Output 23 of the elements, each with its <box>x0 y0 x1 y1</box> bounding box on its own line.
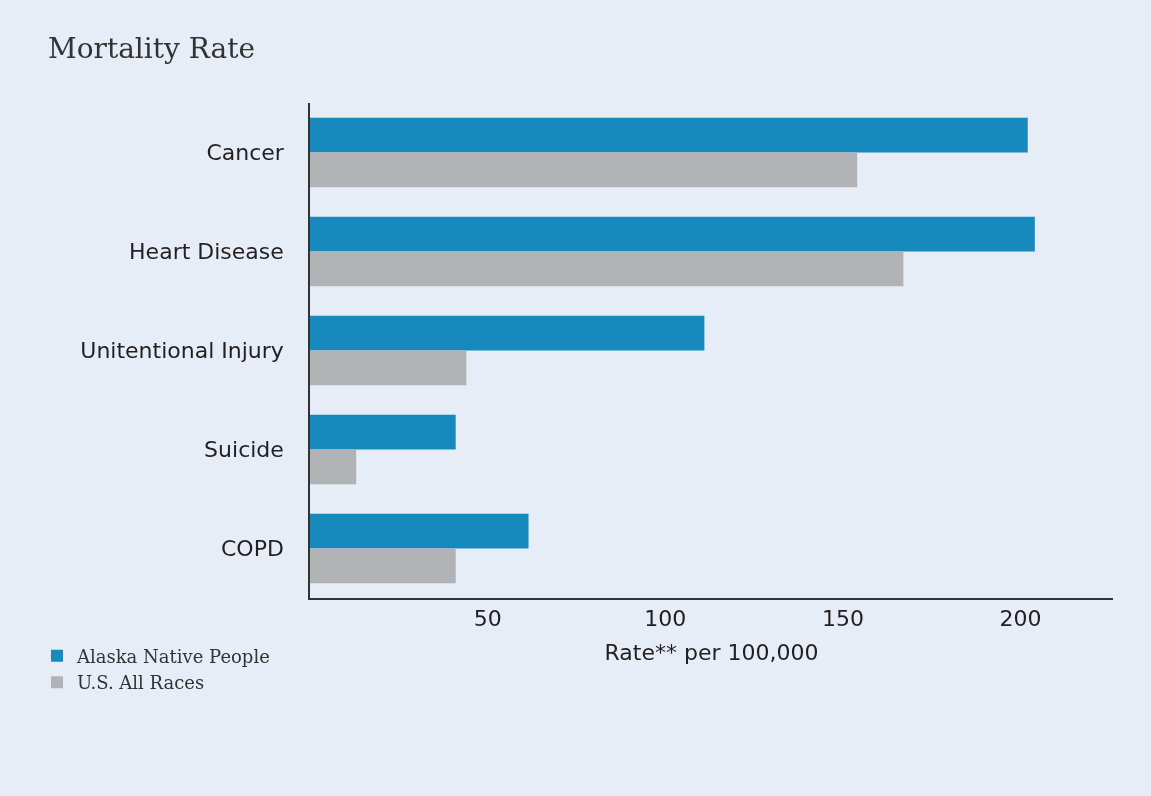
bar <box>310 414 456 450</box>
x-tick-label: 200 <box>999 606 1042 632</box>
legend-label: Alaska Native People <box>75 645 270 667</box>
x-tick-label: 150 <box>821 606 864 632</box>
legend-label: U.S. All Races <box>76 672 205 694</box>
y-tick-label: Unitentional Injury <box>80 338 284 364</box>
x-tick-label: 100 <box>644 606 687 632</box>
bar <box>310 152 858 188</box>
bar <box>310 251 904 287</box>
bar <box>310 548 456 584</box>
y-tick-label: Suicide <box>204 437 284 463</box>
bar <box>310 315 705 351</box>
bar <box>310 449 357 485</box>
bar <box>310 216 1035 252</box>
bar <box>310 117 1028 153</box>
y-tick-label: Heart Disease <box>129 239 284 265</box>
x-tick-label: 50 <box>473 606 502 632</box>
chart-title: Mortality Rate <box>48 31 255 65</box>
x-axis-title: Rate** per 100,000 <box>604 639 819 665</box>
bar <box>310 513 529 549</box>
y-tick-label: Cancer <box>206 140 285 166</box>
y-tick-label: COPD <box>220 536 284 562</box>
bar <box>310 350 467 386</box>
